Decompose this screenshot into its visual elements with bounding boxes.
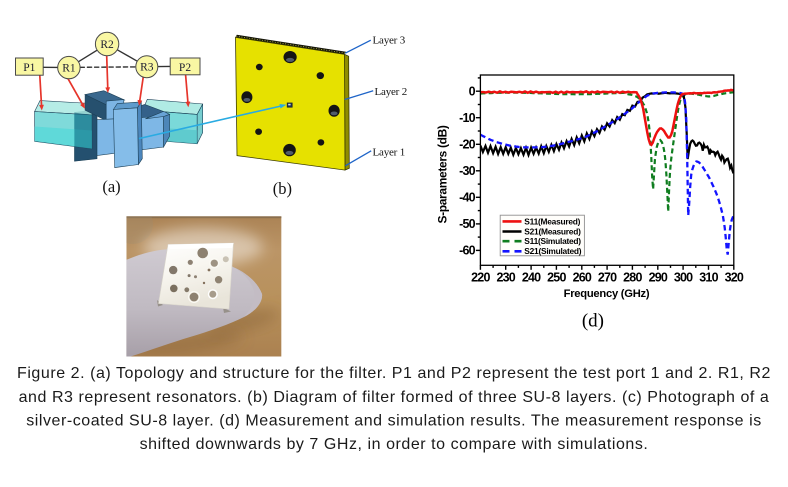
svg-text:and R3 represent resonators. (: and R3 represent resonators. (b) Diagram… (19, 389, 770, 406)
svg-text:R3: R3 (140, 61, 154, 73)
svg-text:-60: -60 (459, 244, 476, 258)
svg-text:S21(Measured): S21(Measured) (524, 226, 581, 236)
svg-text:R2: R2 (100, 39, 114, 51)
svg-text:230: 230 (496, 271, 515, 285)
svg-text:280: 280 (623, 271, 642, 285)
svg-text:260: 260 (573, 271, 592, 285)
svg-text:S21(Simulated): S21(Simulated) (524, 246, 581, 256)
svg-text:R1: R1 (62, 62, 76, 74)
svg-text:Layer 3: Layer 3 (373, 34, 406, 46)
svg-text:shifted downwards by 7 GHz, in: shifted downwards by 7 GHz, in order to … (140, 436, 649, 453)
svg-text:-10: -10 (459, 111, 476, 125)
svg-text:S11(Measured): S11(Measured) (524, 216, 580, 226)
svg-text:320: 320 (725, 271, 744, 285)
svg-text:-30: -30 (459, 164, 476, 178)
svg-text:P2: P2 (179, 62, 191, 74)
svg-text:290: 290 (649, 271, 668, 285)
svg-text:250: 250 (547, 271, 566, 285)
svg-text:240: 240 (522, 271, 541, 285)
svg-text:0: 0 (469, 85, 476, 99)
svg-text:-20: -20 (459, 138, 476, 152)
svg-text:Layer 2: Layer 2 (375, 86, 408, 98)
svg-text:220: 220 (471, 271, 490, 285)
svg-text:S11(Simulated): S11(Simulated) (524, 236, 581, 246)
svg-text:Frequency (GHz): Frequency (GHz) (564, 288, 650, 300)
svg-text:310: 310 (699, 271, 718, 285)
svg-text:silver-coated SU-8 layer. (d): silver-coated SU-8 layer. (d) Measuremen… (26, 412, 762, 429)
svg-text:S-parameters (dB): S-parameters (dB) (436, 125, 450, 223)
svg-text:270: 270 (598, 271, 617, 285)
svg-text:-40: -40 (459, 191, 476, 205)
svg-text:P1: P1 (23, 62, 35, 74)
svg-text:-50: -50 (459, 217, 476, 231)
svg-text:(a): (a) (102, 177, 120, 196)
svg-text:(d): (d) (582, 311, 604, 332)
svg-text:Figure 2. (a) Topology and str: Figure 2. (a) Topology and structure for… (17, 365, 771, 382)
svg-text:Layer 1: Layer 1 (373, 146, 406, 158)
svg-text:(b): (b) (273, 179, 292, 198)
svg-text:300: 300 (674, 271, 693, 285)
